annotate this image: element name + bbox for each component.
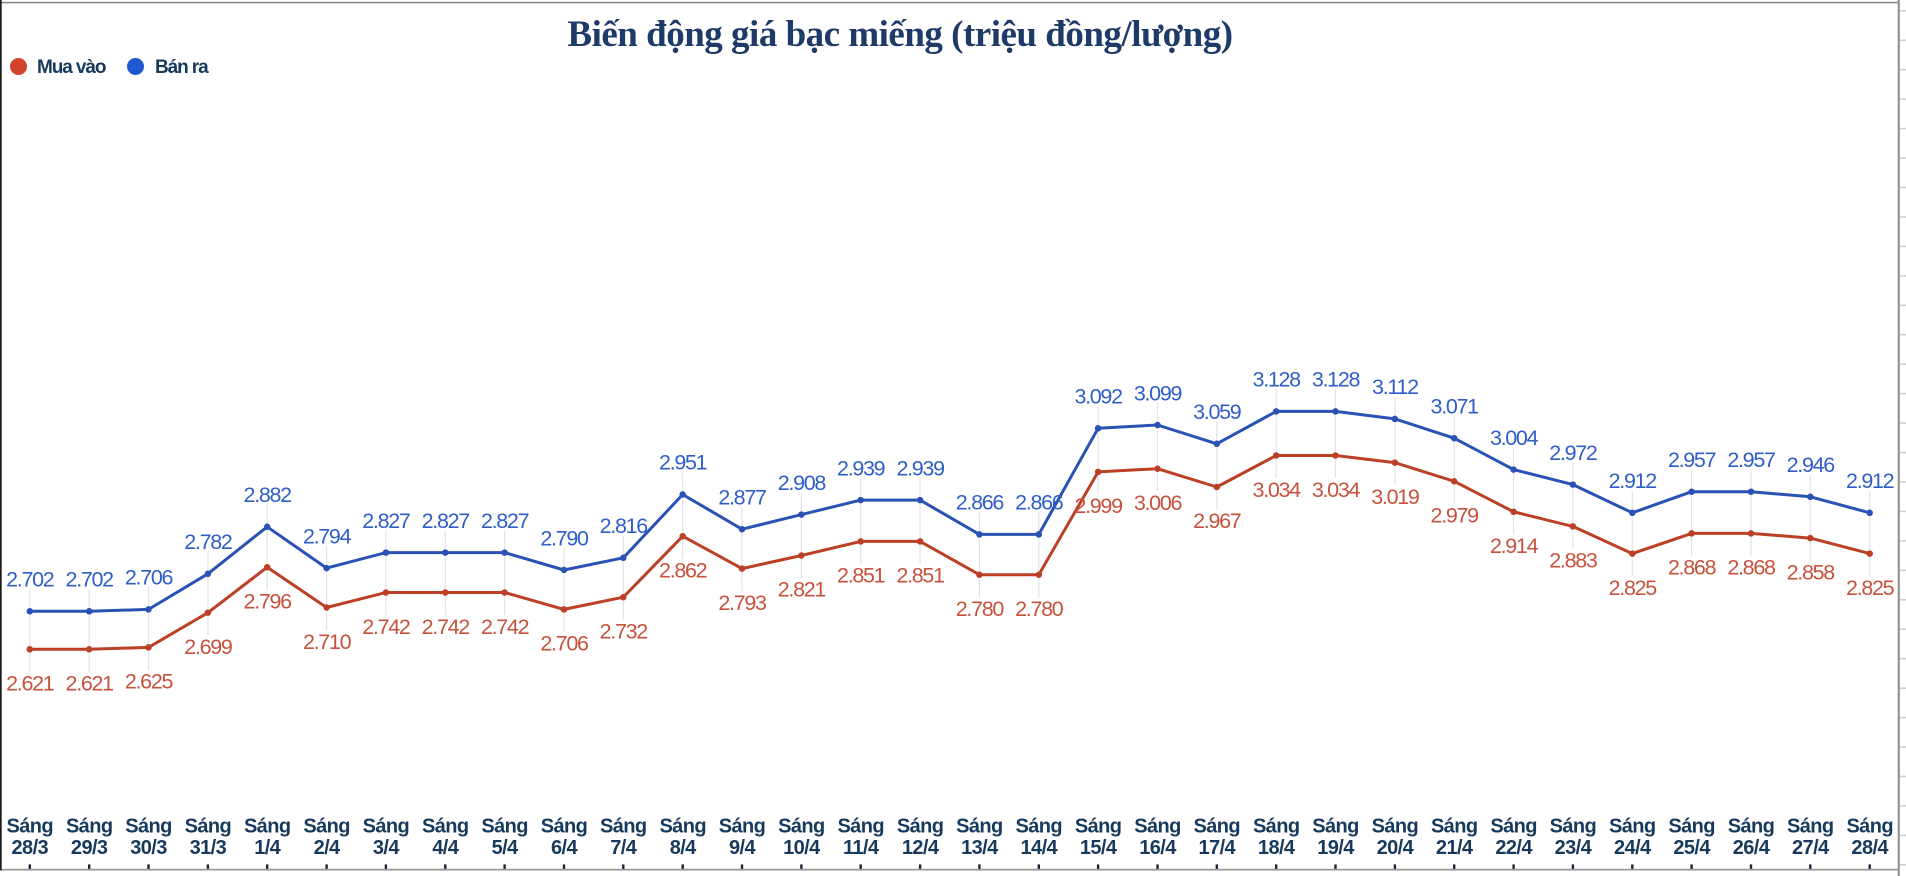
svg-text:2.780: 2.780 [1015,597,1064,621]
svg-text:3.092: 3.092 [1074,385,1122,409]
svg-text:2.957: 2.957 [1727,448,1775,472]
svg-text:2.827: 2.827 [362,509,410,533]
svg-text:2.851: 2.851 [896,564,944,588]
svg-text:2.972: 2.972 [1549,441,1597,465]
svg-text:3.019: 3.019 [1371,485,1419,509]
svg-text:2.780: 2.780 [956,597,1005,621]
svg-text:2.794: 2.794 [303,524,352,548]
svg-text:3.034: 3.034 [1253,478,1302,502]
svg-text:3.006: 3.006 [1134,491,1183,515]
svg-text:2.621: 2.621 [6,672,54,696]
svg-text:2.742: 2.742 [422,615,470,639]
svg-text:3.004: 3.004 [1490,426,1539,450]
svg-text:2.866: 2.866 [956,491,1005,515]
svg-text:2.742: 2.742 [481,615,529,639]
svg-text:2.825: 2.825 [1846,576,1895,600]
svg-text:2.882: 2.882 [244,483,292,507]
svg-text:2.796: 2.796 [244,589,293,613]
svg-text:2.825: 2.825 [1609,576,1658,600]
svg-text:2.868: 2.868 [1668,556,1717,580]
svg-text:2.827: 2.827 [422,509,470,533]
svg-text:2.827: 2.827 [481,509,529,533]
svg-text:2.951: 2.951 [659,451,707,475]
svg-text:2.957: 2.957 [1668,448,1716,472]
svg-text:2.621: 2.621 [66,672,114,696]
svg-text:3.128: 3.128 [1312,368,1361,392]
svg-text:2.908: 2.908 [778,471,827,495]
svg-text:3.112: 3.112 [1372,375,1418,399]
svg-text:2.868: 2.868 [1727,556,1776,580]
svg-text:2.939: 2.939 [896,456,944,480]
svg-text:3.128: 3.128 [1253,368,1302,392]
svg-text:2.702: 2.702 [66,568,114,592]
svg-text:2.946: 2.946 [1787,453,1836,477]
svg-text:2.706: 2.706 [540,632,589,656]
svg-text:2.862: 2.862 [659,559,707,583]
svg-text:2.699: 2.699 [184,635,232,659]
svg-text:2.851: 2.851 [837,564,885,588]
svg-text:2.967: 2.967 [1193,509,1241,533]
svg-text:2.912: 2.912 [1846,469,1894,493]
svg-text:2.790: 2.790 [540,526,589,550]
svg-text:2.816: 2.816 [600,514,649,538]
svg-text:2.858: 2.858 [1787,560,1836,584]
svg-text:2.793: 2.793 [718,591,767,615]
svg-text:3.059: 3.059 [1193,400,1241,424]
svg-text:2.706: 2.706 [125,566,174,590]
svg-text:2.883: 2.883 [1549,549,1598,573]
svg-text:3.099: 3.099 [1134,381,1182,405]
svg-text:2.710: 2.710 [303,630,352,654]
svg-text:2.742: 2.742 [362,615,410,639]
svg-text:2.914: 2.914 [1490,534,1539,558]
svg-text:3.034: 3.034 [1312,478,1361,502]
svg-text:2.939: 2.939 [837,456,885,480]
svg-text:2.979: 2.979 [1431,504,1479,528]
svg-text:2.732: 2.732 [600,620,648,644]
svg-text:3.071: 3.071 [1431,394,1479,418]
svg-text:2.782: 2.782 [184,530,232,554]
svg-text:2.702: 2.702 [6,568,54,592]
svg-text:2.877: 2.877 [718,485,766,509]
svg-text:2.912: 2.912 [1609,469,1657,493]
svg-text:2.866: 2.866 [1015,491,1064,515]
svg-text:2.999: 2.999 [1074,494,1122,518]
svg-text:2.821: 2.821 [778,578,826,602]
svg-text:2.625: 2.625 [125,670,174,694]
